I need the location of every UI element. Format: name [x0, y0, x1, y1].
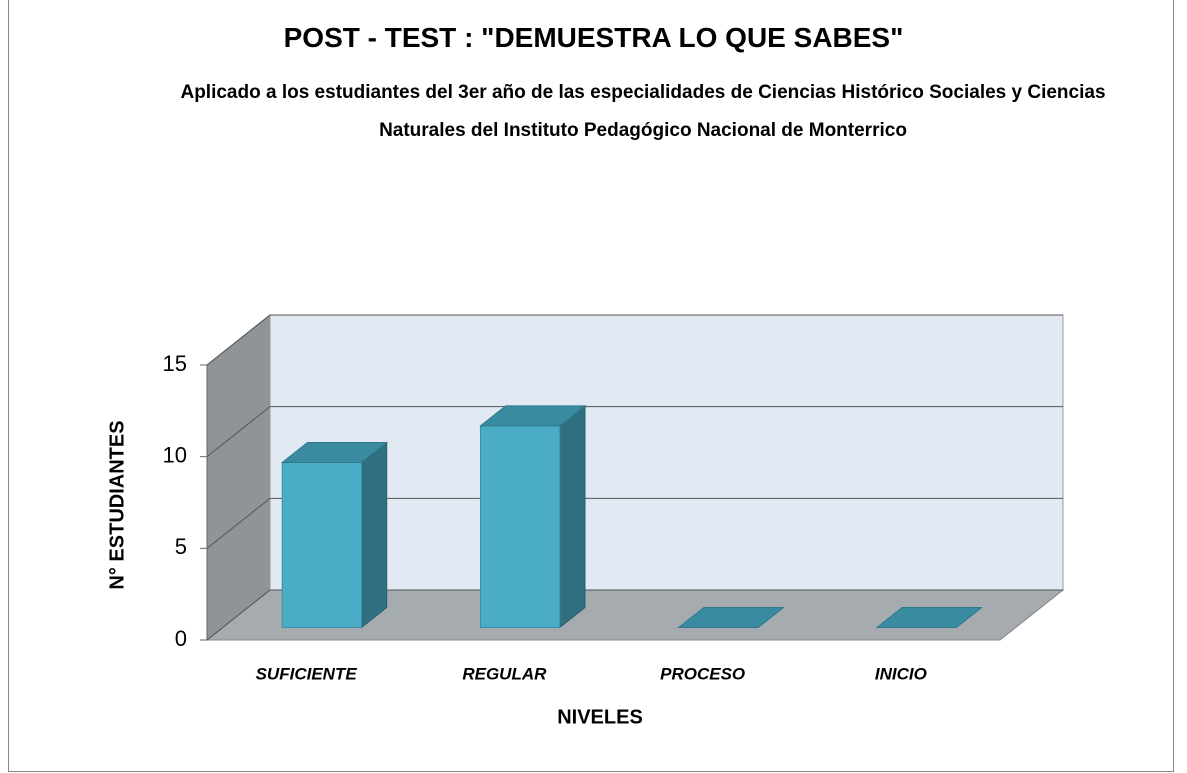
x-axis-title: NIVELES: [557, 706, 643, 728]
x-tick-label: INICIO: [875, 664, 927, 683]
grid-line: [206, 314, 271, 366]
side-wall: [206, 313, 271, 642]
bar-side: [361, 441, 388, 629]
x-tick-label: REGULAR: [462, 664, 547, 683]
chart-frame: [8, 0, 1174, 772]
y-axis-title: N° ESTUDIANTES: [106, 420, 128, 589]
bar-top: [677, 607, 785, 628]
chart-subtitle: Aplicado a los estudiantes del 3er año d…: [180, 82, 1106, 141]
x-tick-label: SUFICIENTE: [256, 664, 358, 683]
back-wall: [269, 314, 1064, 591]
bar-top: [875, 607, 983, 628]
bar-top: [479, 405, 587, 427]
grid-line: [206, 406, 271, 458]
x-tick-label: PROCESO: [660, 664, 745, 683]
bar: [479, 425, 561, 629]
y-tick-label: 15: [163, 351, 187, 376]
bar-side: [559, 404, 586, 629]
bar: [281, 462, 363, 628]
grid-line: [206, 497, 271, 549]
y-tick-label: 10: [163, 442, 187, 467]
chart-title: POST - TEST : "DEMUESTRA LO QUE SABES": [283, 22, 904, 53]
bar-top: [280, 442, 389, 463]
grid-line: [206, 589, 271, 641]
y-tick-label: 0: [175, 626, 187, 651]
y-tick-label: 5: [175, 534, 187, 559]
